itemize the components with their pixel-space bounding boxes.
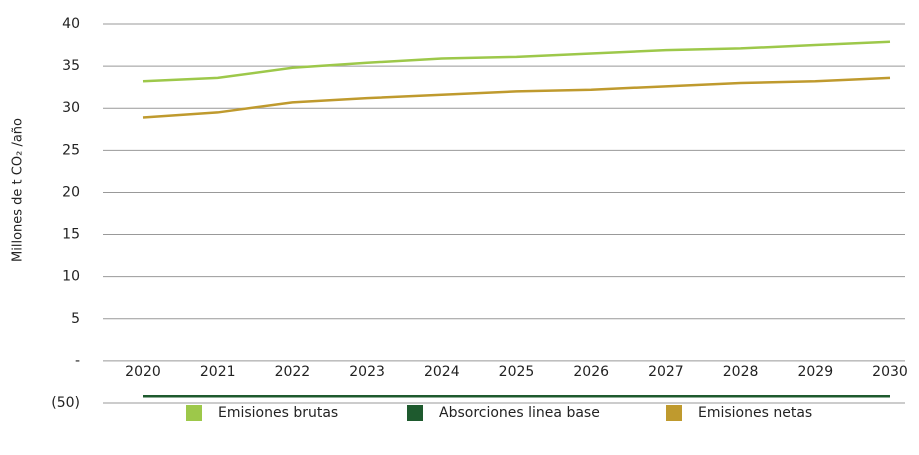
y-tick-label: (50) [51,395,80,411]
x-tick-label: 2021 [200,364,236,380]
y-tick-label: 20 [62,184,80,200]
x-tick-label: 2020 [125,364,161,380]
series-line [142,40,891,83]
y-tick-label: 15 [62,227,80,243]
y-tick-label: - [75,353,80,369]
legend-label: Emisiones netas [698,405,812,421]
x-tick-label: 2023 [349,364,385,380]
x-tick-label: 2026 [573,364,609,380]
series-line [142,76,891,119]
x-tick-label: 2029 [797,364,833,380]
y-tick-label: 40 [62,16,80,32]
x-tick-label: 2022 [275,364,311,380]
x-tick-label: 2028 [723,364,759,380]
y-tick-label: 25 [62,142,80,158]
y-tick-label: 5 [71,311,80,327]
y-tick-label: 10 [62,269,80,285]
legend-swatch [666,405,682,421]
legend-label: Absorciones linea base [439,405,600,421]
legend-label: Emisiones brutas [218,405,338,421]
x-tick-label: 2030 [872,364,908,380]
y-tick-label: 35 [62,58,80,74]
legend-swatch [407,405,423,421]
x-tick-label: 2027 [648,364,684,380]
legend-swatch [186,405,202,421]
x-tick-label: 2025 [499,364,535,380]
y-axis-label: Millones de t CO₂ /año [11,118,26,262]
x-tick-label: 2024 [424,364,460,380]
y-tick-label: 30 [62,100,80,116]
